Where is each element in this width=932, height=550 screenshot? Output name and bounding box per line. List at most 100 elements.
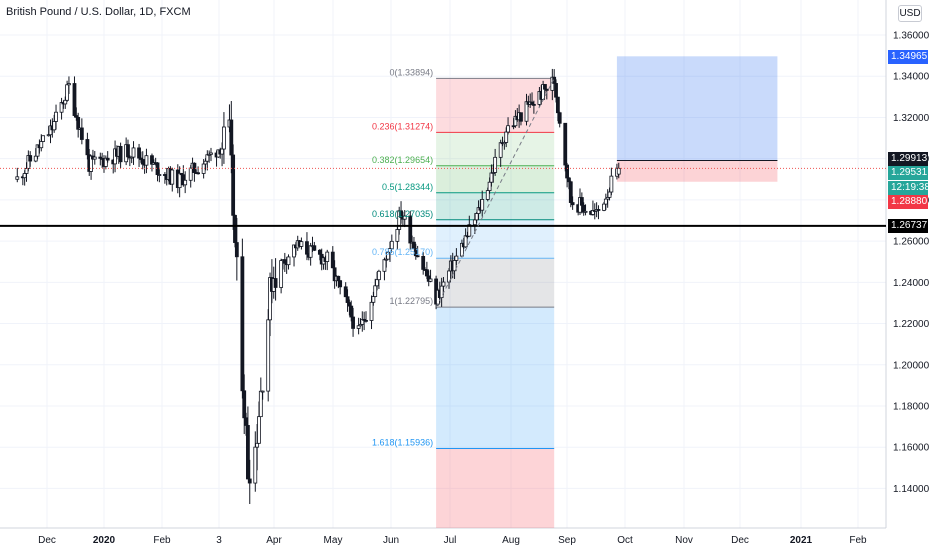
- candle-up: [373, 285, 378, 297]
- candle-down: [568, 181, 573, 203]
- candle-up: [52, 121, 57, 131]
- fibonacci-labels: 0(1.33894) 0.236(1.31274) 0.382(1.29654) 0.…: [372, 67, 433, 447]
- candle-down: [140, 159, 145, 165]
- stop-zone: [616, 160, 778, 182]
- candle-down: [596, 209, 601, 211]
- candle-up: [428, 278, 433, 282]
- candle-down: [347, 302, 352, 307]
- candle-down: [79, 127, 84, 140]
- candle-up: [454, 255, 459, 261]
- candle-up: [498, 142, 503, 158]
- candle-up: [286, 256, 291, 266]
- fibonacci-retracement[interactable]: [436, 77, 555, 528]
- candle-down: [570, 202, 575, 206]
- candle-down: [242, 390, 247, 419]
- candle-up: [480, 199, 485, 211]
- candle-up: [266, 319, 271, 392]
- candle-up: [188, 167, 193, 181]
- candle-up: [602, 203, 606, 211]
- candle-down: [421, 255, 426, 270]
- fib-level-label: 0.786(1.25170): [372, 247, 433, 257]
- time-tick-label: 2021: [790, 535, 813, 546]
- long-position-tool[interactable]: [616, 56, 778, 182]
- candle-up: [131, 147, 136, 158]
- candle-up: [377, 270, 381, 281]
- candle-up: [356, 325, 361, 329]
- fib-level-label: 1.618(1.15936): [372, 438, 433, 448]
- candle-down: [317, 249, 322, 255]
- support-price-tag: 1.26737: [888, 219, 928, 233]
- fib-level-label: 1(1.22795): [390, 296, 434, 306]
- candle-up: [222, 126, 226, 150]
- time-tick-label: 2020: [93, 535, 116, 546]
- candle-up: [493, 156, 498, 173]
- candle-up: [65, 84, 69, 101]
- candle-up: [24, 167, 29, 174]
- fib-zone-band: [436, 307, 555, 449]
- candle-down: [312, 245, 317, 251]
- price-tick-label: 1.22000: [893, 319, 930, 330]
- fib-zone-band-ext: [436, 448, 555, 528]
- time-tick-label: Dec: [38, 535, 56, 546]
- candle-down: [105, 157, 110, 161]
- price-tick-label: 1.26000: [893, 237, 930, 248]
- candle-up: [22, 173, 27, 179]
- candle-down: [76, 116, 81, 130]
- candle-up: [382, 259, 387, 272]
- symbol-title: British Pound / U.S. Dollar, 1D, FXCM: [6, 6, 191, 18]
- candle-down: [345, 296, 350, 303]
- candle-down: [231, 154, 236, 216]
- candle-down: [196, 172, 200, 175]
- currency-button[interactable]: USD: [898, 5, 922, 22]
- price-tick-label: 1.36000: [893, 31, 930, 42]
- fib-level-label: 0.618(1.27035): [372, 209, 433, 219]
- candle-up: [299, 241, 304, 247]
- candle-up: [371, 296, 376, 303]
- candle-up: [54, 111, 58, 122]
- candle-down: [364, 319, 368, 322]
- price-axis[interactable]: 1.360001.340001.320001.300001.280001.260…: [893, 31, 930, 495]
- candle-up: [389, 240, 394, 250]
- candle-up: [177, 172, 182, 189]
- candle-down: [234, 242, 239, 258]
- candle-down: [519, 112, 523, 122]
- time-axis[interactable]: Dec 2020 Feb 3 Apr May Jun Jul Aug Sep Oct Nov Dec 20…: [38, 535, 867, 546]
- candle-up: [92, 156, 97, 160]
- candle-down: [563, 122, 568, 166]
- price-tick-label: 1.20000: [893, 360, 930, 371]
- candlestick-series: [15, 68, 621, 505]
- candle-down: [557, 112, 562, 124]
- candle-up: [33, 155, 38, 162]
- candle-down: [246, 425, 250, 480]
- countdown-tag: 12:19:38: [888, 181, 930, 195]
- candle-down: [543, 84, 547, 90]
- candle-down: [126, 144, 130, 158]
- candle-down: [415, 255, 420, 258]
- candle-down: [343, 286, 348, 298]
- candle-up: [144, 155, 149, 166]
- candle-down: [351, 316, 355, 329]
- candle-up: [170, 169, 175, 185]
- candle-up: [487, 181, 492, 191]
- time-tick-label: Feb: [153, 535, 171, 546]
- candle-up: [439, 285, 444, 298]
- candle-down: [565, 164, 569, 179]
- candle-up: [463, 235, 468, 248]
- fib-zone-band: [436, 192, 555, 220]
- candle-up: [255, 442, 260, 448]
- candle-up: [375, 279, 379, 287]
- price-tick-label: 1.34000: [893, 72, 930, 83]
- candle-up: [467, 224, 472, 237]
- trend-line: [435, 78, 555, 308]
- candle-up: [616, 167, 621, 175]
- price-tick-label: 1.18000: [893, 401, 930, 412]
- candle-down: [233, 214, 237, 243]
- candle-down: [118, 146, 123, 163]
- candle-up: [67, 83, 71, 86]
- candle-down: [28, 155, 33, 162]
- candle-up: [260, 390, 265, 393]
- time-tick-label: Apr: [266, 535, 282, 546]
- candle-down: [349, 305, 354, 318]
- candle-down: [240, 256, 245, 392]
